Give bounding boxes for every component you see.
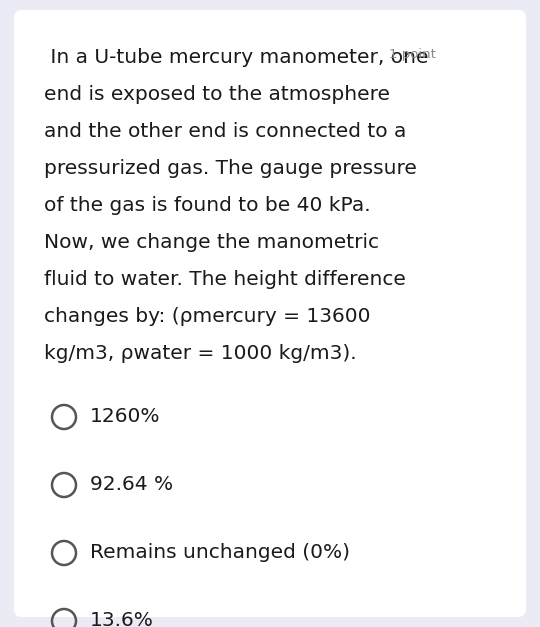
- Text: end is exposed to the atmosphere: end is exposed to the atmosphere: [44, 85, 390, 104]
- Text: changes by: (ρmercury = 13600: changes by: (ρmercury = 13600: [44, 307, 370, 326]
- FancyBboxPatch shape: [14, 10, 526, 617]
- Text: 1260%: 1260%: [90, 408, 160, 426]
- Text: Now, we change the manometric: Now, we change the manometric: [44, 233, 379, 252]
- Text: pressurized gas. The gauge pressure: pressurized gas. The gauge pressure: [44, 159, 417, 178]
- Text: 92.64 %: 92.64 %: [90, 475, 173, 495]
- Text: fluid to water. The height difference: fluid to water. The height difference: [44, 270, 406, 289]
- Text: Remains unchanged (0%): Remains unchanged (0%): [90, 544, 350, 562]
- Text: of the gas is found to be 40 kPa.: of the gas is found to be 40 kPa.: [44, 196, 370, 215]
- Text: kg/m3, ρwater = 1000 kg/m3).: kg/m3, ρwater = 1000 kg/m3).: [44, 344, 356, 363]
- Text: In a U-tube mercury manometer, one: In a U-tube mercury manometer, one: [44, 48, 429, 67]
- Text: 1 point: 1 point: [389, 48, 436, 61]
- Text: and the other end is connected to a: and the other end is connected to a: [44, 122, 407, 141]
- Text: 13.6%: 13.6%: [90, 611, 154, 627]
